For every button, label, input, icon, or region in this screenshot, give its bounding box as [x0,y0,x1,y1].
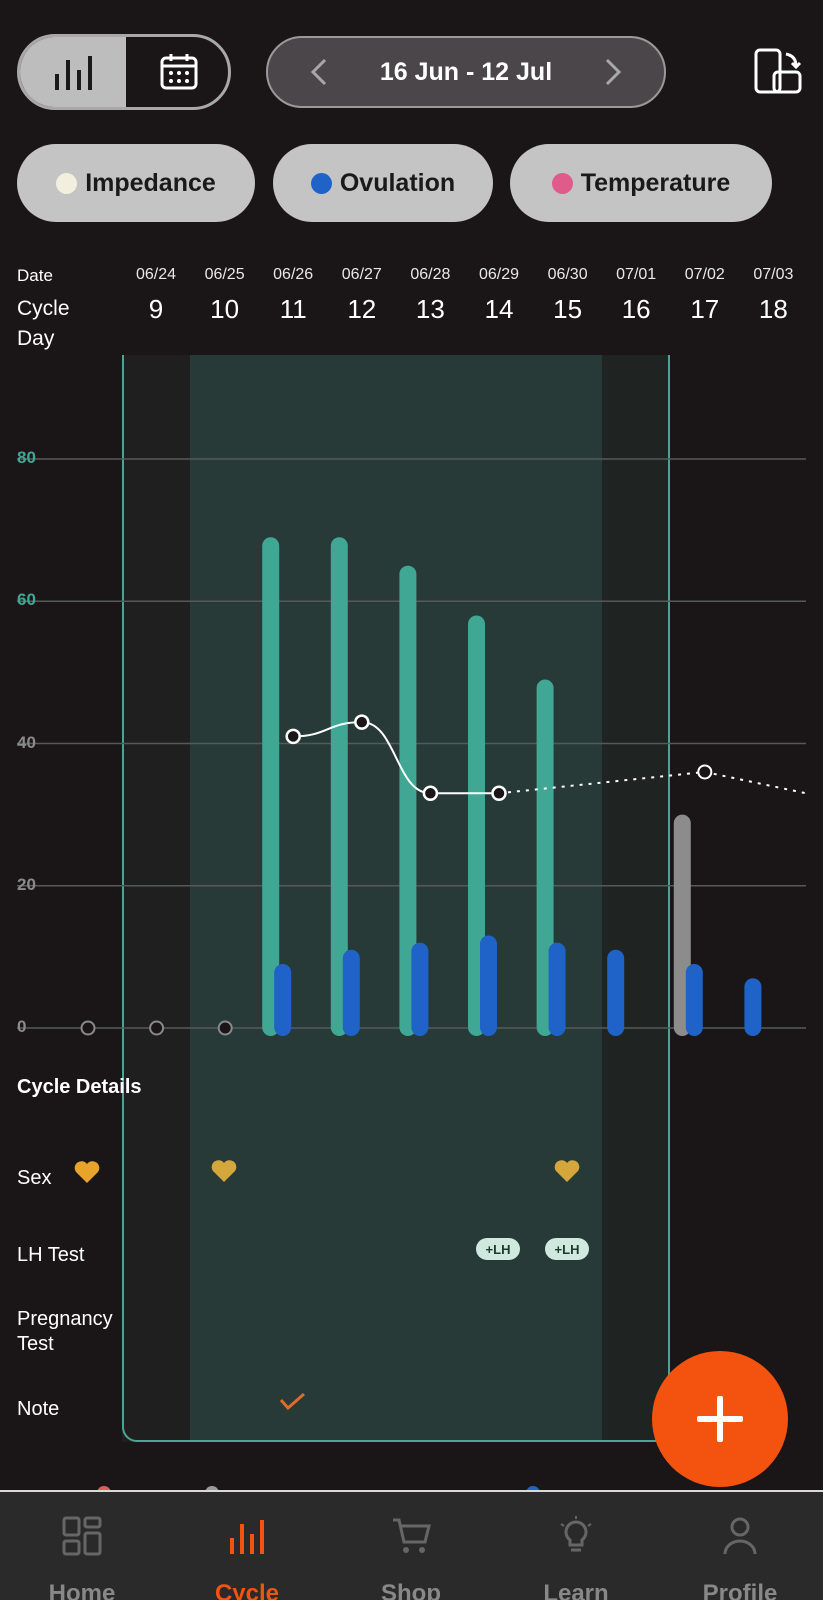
cycle-day-cell[interactable]: 12 [347,294,377,324]
date-range-label: 16 Jun - 12 Jul [379,57,553,86]
date-cell: 06/28 [410,266,451,283]
date-cell: 06/30 [547,266,588,283]
empty-data-point [217,1020,233,1036]
pre-fertile-band [122,355,190,1442]
lh-test-row-label: LH Test [17,1244,85,1266]
y-tick-label: 40 [17,732,36,752]
lightbulb-icon [560,1516,592,1552]
date-cell: 06/25 [204,266,245,283]
ovulation-bar [342,949,360,1036]
temperature-point [422,785,439,802]
ovulation-bar [480,935,497,1036]
nav-profile[interactable]: Profile [670,1492,810,1600]
legend-pill-temperature[interactable]: Temperature [510,144,772,222]
rotate-screen-icon[interactable] [752,46,804,98]
cycle-details-title: Cycle Details [17,1076,142,1098]
view-toggle [17,34,231,110]
impedance-bar [468,615,485,1036]
impedance-dot-icon [56,172,78,194]
cycle-day-cell[interactable]: 15 [553,294,583,324]
y-tick-label: 60 [17,590,36,610]
cycle-day-cell[interactable]: 11 [279,294,307,324]
date-cell: 07/03 [753,266,794,283]
cycle-day-cell[interactable]: 18 [758,294,788,324]
legend-pill-impedance[interactable]: Impedance [17,144,255,222]
date-cell: 06/24 [135,266,177,283]
cycle-day-cell[interactable]: 16 [621,294,651,324]
temperature-point [285,728,301,745]
person-icon [723,1517,757,1555]
home-grid-icon [62,1516,102,1556]
date-row-label: Date [17,266,53,285]
nav-shop[interactable]: Shop [341,1492,481,1600]
bottom-navigation: Home Cycle Shop Learn Profile [0,1490,823,1600]
heart-icon [74,1161,100,1183]
y-tick-label: 80 [17,448,36,467]
fertile-window-band [190,355,602,1442]
date-cell: 06/26 [273,266,314,283]
nav-home[interactable]: Home [12,1492,152,1600]
plus-icon [697,1396,743,1442]
lh-positive-badge[interactable]: +LH [545,1238,589,1260]
pregnancy-test-row-label: Pregnancy Test [17,1308,113,1355]
impedance-bar [262,537,280,1036]
nav-learn[interactable]: Learn [506,1492,646,1600]
add-entry-button[interactable] [652,1351,788,1487]
ovulation-dot-icon [310,172,332,194]
heart-icon [554,1160,580,1182]
cycle-chart [17,355,807,1442]
ovulation-bar [685,963,703,1036]
forecast-point [697,764,713,780]
temperature-dot-icon [551,172,573,194]
date-cell: 07/01 [616,266,657,283]
cycle-day-cell[interactable]: 17 [690,294,720,324]
note-row-label: Note [17,1398,60,1420]
calendar-view-button[interactable] [126,37,228,107]
chart-view-button[interactable] [20,37,126,107]
cycle-day-cell[interactable]: 14 [484,294,514,324]
bar-chart-icon [55,56,92,90]
cycle-day-cell[interactable]: 9 [148,294,164,324]
cycle-day-cell[interactable]: 10 [210,294,240,324]
temperature-line [293,721,499,795]
cart-icon [393,1518,431,1553]
empty-data-point [80,1020,96,1036]
date-cell: 06/29 [478,266,520,283]
cycle-day-row-label: Cycle Day [17,297,70,350]
empty-data-point [149,1020,165,1036]
legend-pill-ovulation[interactable]: Ovulation [273,144,493,222]
heart-icon [211,1160,237,1182]
temperature-point [354,714,370,730]
lh-positive-badge[interactable]: +LH [476,1238,520,1260]
impedance-bar [330,537,348,1036]
chevron-right-icon[interactable] [602,57,624,87]
chevron-left-icon[interactable] [308,57,330,87]
date-cell: 06/27 [341,266,382,283]
ovulation-bar [411,942,429,1036]
temperature-point [491,785,507,802]
date-range-selector: 16 Jun - 12 Jul [266,36,666,108]
post-fertile-band [602,355,668,1442]
nav-cycle[interactable]: Cycle [177,1492,317,1600]
ovulation-bar [274,963,292,1036]
ovulation-bar [744,978,762,1036]
ovulation-bar [607,949,625,1036]
sex-row-label: Sex [17,1167,52,1189]
y-tick-label: 20 [17,874,36,894]
y-tick-label: 0 [17,1017,27,1036]
bar-chart-icon [230,1520,264,1554]
cycle-day-cell[interactable]: 13 [415,294,445,324]
calendar-icon [160,54,197,90]
ovulation-bar [548,942,566,1036]
date-cell: 07/02 [684,266,725,283]
impedance-bar [399,565,417,1036]
impedance-bar [536,679,554,1036]
check-icon [279,1392,305,1411]
